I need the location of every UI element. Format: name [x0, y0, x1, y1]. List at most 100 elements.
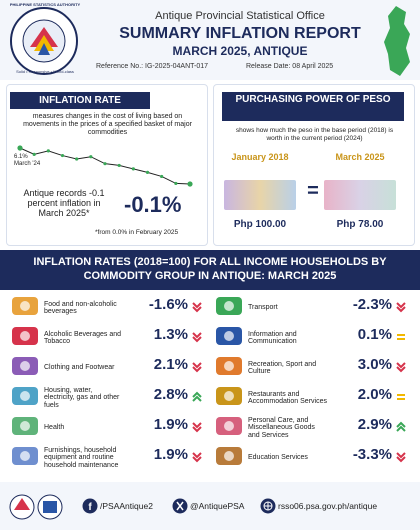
footer-band: [0, 482, 420, 530]
commodity-heading: INFLATION RATES (2018=100) FOR ALL INCOM…: [33, 256, 387, 282]
inflation-statement: Antique records -0.1 percent inflation i…: [23, 188, 105, 218]
icon-detail: [20, 331, 30, 341]
commodity-value: 1.9%: [153, 416, 188, 433]
icon-detail: [224, 421, 234, 431]
commodity-label: Education Services: [248, 454, 308, 462]
footer-logos: [9, 494, 63, 520]
inflation-headline: -0.1%: [124, 192, 182, 217]
commodity-value: -3.3%: [352, 446, 392, 463]
commodity-icon: [12, 447, 38, 465]
icon-detail: [20, 391, 30, 401]
trend-chart: 6.1%March '24: [14, 145, 193, 187]
commodity-value: 1.9%: [153, 446, 188, 463]
commodity-value: 2.0%: [357, 386, 392, 403]
chevron-up: [192, 391, 202, 402]
commodity-label: Transport: [248, 304, 278, 312]
chevron-up: [396, 421, 406, 432]
direction-indicator: [192, 332, 202, 343]
commodity-value: 0.1%: [357, 326, 392, 343]
trend-point: [174, 181, 178, 186]
direction-indicator: [192, 391, 202, 402]
period-label: January 2018: [231, 152, 289, 162]
trend-point: [32, 152, 36, 156]
inflation-panel: [6, 84, 208, 246]
trend-point: [89, 155, 93, 159]
commodity-icon: [12, 327, 38, 345]
icon-detail: [20, 451, 30, 461]
icon-detail: [224, 331, 234, 341]
commodity-icon: [216, 447, 242, 465]
icon-detail: [20, 421, 30, 431]
trend-point: [160, 174, 164, 179]
equal-sign: [397, 334, 405, 340]
icon-detail: [20, 361, 30, 371]
web-icon: [260, 498, 276, 514]
direction-indicator: [396, 421, 406, 432]
province-map: [384, 6, 410, 76]
inflation-footnote: *from 0.0% in February 2025: [95, 229, 179, 236]
trend-start-date: March '24: [14, 161, 41, 167]
direction-indicator: [397, 394, 405, 400]
direction-indicator: [192, 422, 202, 433]
inflation-heading: INFLATION RATE: [10, 92, 150, 109]
direction-indicator: [192, 362, 202, 373]
subtitle: MARCH 2025, ANTIQUE: [172, 44, 308, 58]
commodity-value: 2.9%: [357, 416, 392, 433]
commodity-band: [0, 250, 420, 290]
trend-line: [19, 147, 191, 185]
facebook: /PSAAntique2: [100, 501, 153, 511]
commodity-label: Restaurants and Accommodation Services: [248, 390, 327, 406]
period-amount: Php 100.00: [233, 219, 287, 230]
logo: [10, 7, 78, 75]
trend-point: [117, 163, 121, 168]
x-handle: @AntiquePSA: [190, 501, 245, 511]
commodity-label: Health: [44, 424, 65, 432]
chevron-down: [192, 332, 202, 343]
commodity-label: Recreation, Sport and Culture: [248, 360, 317, 376]
facebook-icon: f: [82, 498, 98, 514]
trend-point: [131, 167, 135, 171]
commodity-icon: [12, 297, 38, 315]
commodity-label: Furnishings, household equipment and rou…: [44, 446, 119, 469]
reference: Reference No.: IG-2025-04ANT-017: [96, 63, 209, 70]
x-icon: [172, 498, 188, 514]
commodity-value: 3.0%: [357, 356, 392, 373]
logo-text: PHILIPPINE STATISTICS AUTHORITY: [9, 2, 81, 7]
title: SUMMARY INFLATION REPORT: [119, 25, 361, 42]
icon-detail: [224, 301, 234, 311]
svg-text:f: f: [88, 502, 92, 513]
chevron-down: [396, 302, 406, 313]
trend-point: [17, 145, 23, 151]
banknote: [324, 180, 396, 210]
commodity-value: -2.3%: [352, 296, 392, 313]
website: rsso06.psa.gov.ph/antique: [278, 501, 378, 511]
commodity-icon: [12, 357, 38, 375]
commodity-label: Food and non-alcoholic beverages: [44, 300, 117, 316]
peso-description: shows how much the peso in the base peri…: [235, 127, 394, 142]
commodity-label: Clothing and Footwear: [44, 364, 115, 372]
chevron-down: [396, 362, 406, 373]
chevron-down: [192, 452, 202, 463]
release-date: Release Date: 08 April 2025: [246, 63, 334, 70]
logo-motto: Solid • Responsive • World-class: [16, 69, 74, 74]
equal-sign: [397, 394, 405, 400]
trend-point: [145, 170, 150, 174]
trend-point: [187, 181, 193, 187]
commodity-icon: [216, 297, 242, 315]
chevron-down: [192, 422, 202, 433]
commodity-icon: [216, 327, 242, 345]
commodity-label: Alcoholic Beverages and Tobacco: [44, 330, 122, 346]
chevron-down: [192, 362, 202, 373]
commodity-value: 1.3%: [153, 326, 188, 343]
commodity-icon: [216, 417, 242, 435]
direction-indicator: [396, 452, 406, 463]
commodity-icon: [216, 387, 242, 405]
commodity-label: Personal Care, and Miscellaneous Goods a…: [248, 416, 315, 439]
trend-point: [60, 153, 65, 158]
icon-detail: [20, 301, 30, 311]
commodity-label: Housing, water, electricity, gas and oth…: [44, 386, 120, 409]
peso-heading: PURCHASING POWER OF PESO: [222, 92, 404, 121]
direction-indicator: [396, 362, 406, 373]
icon-detail: [224, 361, 234, 371]
